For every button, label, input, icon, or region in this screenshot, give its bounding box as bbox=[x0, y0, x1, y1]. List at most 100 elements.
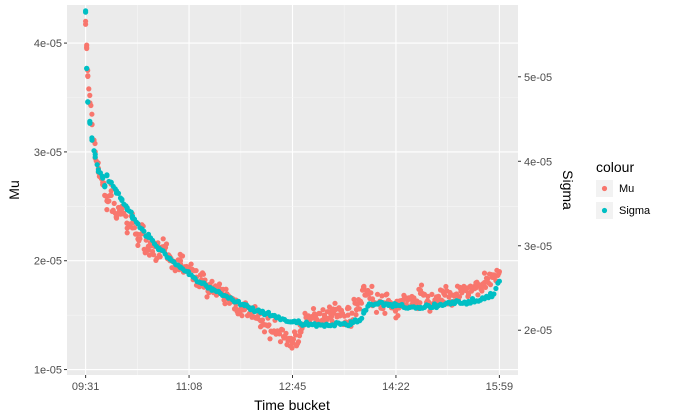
data-point-sigma bbox=[102, 184, 108, 190]
data-point-sigma bbox=[89, 137, 95, 143]
y2-tick-label: 2e-05 bbox=[524, 325, 552, 337]
data-point-sigma bbox=[481, 295, 488, 301]
data-point-sigma bbox=[407, 304, 413, 310]
data-point-mu bbox=[368, 290, 374, 296]
data-point-sigma bbox=[337, 321, 344, 327]
data-point-sigma bbox=[225, 295, 232, 301]
y2-axis-title: Sigma bbox=[560, 170, 576, 210]
data-point-sigma bbox=[375, 301, 381, 307]
data-point-mu bbox=[321, 312, 328, 318]
data-point-mu bbox=[425, 293, 431, 299]
data-point-mu bbox=[289, 345, 295, 351]
data-point-mu bbox=[465, 290, 472, 296]
data-point-mu bbox=[473, 285, 479, 291]
data-point-mu bbox=[131, 225, 138, 231]
data-point-mu bbox=[417, 300, 423, 306]
data-point-mu bbox=[481, 279, 488, 286]
data-point-mu bbox=[320, 307, 326, 313]
data-point-mu bbox=[358, 300, 365, 306]
data-point-sigma bbox=[357, 317, 363, 323]
data-point-mu bbox=[313, 312, 319, 318]
data-point-mu bbox=[369, 296, 376, 302]
data-point-sigma bbox=[186, 271, 192, 278]
y-tick-label: 3e-05 bbox=[34, 147, 62, 159]
data-point-mu bbox=[487, 282, 494, 288]
data-point-mu bbox=[124, 225, 130, 231]
data-point-sigma bbox=[87, 120, 93, 126]
data-point-sigma bbox=[273, 315, 280, 321]
x-tick-label: 09:31 bbox=[72, 381, 100, 393]
right-axis: 2e-05 3e-05 4e-05 5e-05 bbox=[518, 72, 552, 337]
data-point-mu bbox=[113, 214, 120, 220]
y-tick-label: 2e-05 bbox=[34, 256, 62, 268]
data-point-mu bbox=[382, 310, 388, 316]
data-point-sigma bbox=[348, 320, 354, 327]
data-point-mu bbox=[496, 269, 502, 275]
data-point-mu bbox=[295, 339, 302, 345]
data-point-mu bbox=[92, 140, 98, 147]
data-point-sigma bbox=[385, 302, 392, 308]
data-point-mu bbox=[457, 285, 463, 291]
data-point-mu bbox=[84, 45, 90, 52]
data-point-mu bbox=[279, 327, 286, 333]
data-point-mu bbox=[193, 268, 199, 274]
data-point-mu bbox=[479, 288, 485, 294]
y2-tick-label: 3e-05 bbox=[524, 241, 552, 253]
data-point-mu bbox=[418, 282, 425, 288]
data-point-sigma bbox=[119, 196, 125, 202]
data-point-mu bbox=[261, 329, 268, 335]
data-point-mu bbox=[429, 291, 435, 297]
data-point-mu bbox=[292, 332, 299, 338]
data-point-sigma bbox=[108, 179, 114, 185]
y-tick-label: 4e-05 bbox=[34, 38, 62, 50]
data-point-sigma bbox=[128, 209, 134, 215]
data-point-mu bbox=[123, 213, 129, 219]
data-point-sigma bbox=[433, 303, 440, 309]
data-point-mu bbox=[289, 339, 296, 345]
data-point-mu bbox=[267, 336, 273, 342]
data-point-mu bbox=[239, 313, 245, 319]
data-point-sigma bbox=[393, 303, 399, 309]
data-point-sigma bbox=[305, 322, 312, 328]
data-point-mu bbox=[216, 281, 223, 287]
data-point-mu bbox=[145, 247, 152, 253]
data-point-mu bbox=[484, 276, 491, 282]
data-point-mu bbox=[89, 111, 95, 117]
data-point-mu bbox=[281, 334, 287, 340]
x-tick-label: 11:08 bbox=[176, 381, 203, 393]
data-point-mu bbox=[177, 258, 184, 264]
data-point-mu bbox=[108, 192, 114, 198]
data-point-mu bbox=[329, 318, 335, 324]
data-point-mu bbox=[179, 253, 186, 259]
data-point-mu bbox=[104, 198, 110, 204]
data-point-mu bbox=[353, 307, 360, 313]
data-point-mu bbox=[86, 86, 92, 92]
data-point-mu bbox=[369, 283, 375, 289]
data-point-mu bbox=[200, 271, 207, 277]
data-point-mu bbox=[317, 311, 323, 317]
data-point-mu bbox=[104, 207, 110, 213]
data-point-sigma bbox=[156, 245, 162, 251]
data-point-sigma bbox=[199, 280, 205, 286]
data-point-mu bbox=[150, 252, 157, 258]
x-tick-label: 12:45 bbox=[279, 381, 307, 393]
data-point-mu bbox=[204, 294, 210, 300]
data-point-mu bbox=[349, 310, 355, 316]
data-point-mu bbox=[417, 290, 424, 296]
data-point-mu bbox=[310, 306, 317, 312]
data-point-sigma bbox=[145, 234, 152, 240]
data-point-mu bbox=[156, 252, 162, 258]
x-axis: 09:31 11:08 12:45 14:22 15:59 bbox=[72, 375, 513, 393]
data-point-mu bbox=[124, 230, 130, 236]
data-point-mu bbox=[379, 293, 385, 299]
data-point-mu bbox=[337, 312, 344, 318]
data-point-sigma bbox=[241, 303, 248, 309]
data-point-mu bbox=[384, 291, 390, 297]
legend-label-mu: Mu bbox=[619, 183, 634, 195]
legend-swatch-mu bbox=[601, 185, 608, 192]
data-point-mu bbox=[482, 284, 489, 290]
data-point-mu bbox=[401, 296, 408, 302]
data-point-mu bbox=[257, 318, 264, 324]
data-point-sigma bbox=[100, 175, 106, 181]
data-point-sigma bbox=[496, 278, 502, 284]
